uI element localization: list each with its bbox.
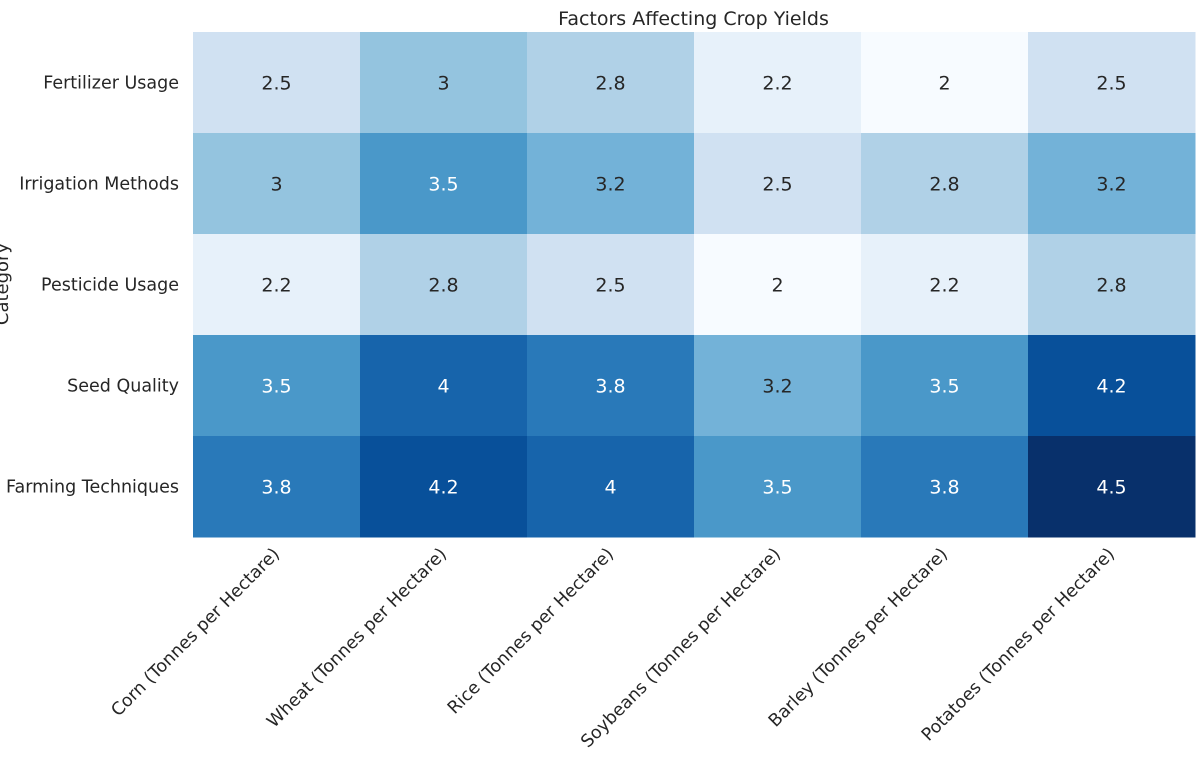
heatmap-cell — [193, 436, 361, 538]
cell-value-label: 2.8 — [1096, 275, 1126, 297]
heatmap-cell — [193, 335, 361, 437]
heatmap-cell — [1028, 133, 1196, 235]
cell-value-label: 2.2 — [762, 73, 792, 95]
cell-value-label: 3.2 — [595, 174, 625, 196]
heatmap-cell — [193, 234, 361, 336]
heatmap-cell — [360, 133, 528, 235]
heatmap-cell — [193, 32, 361, 134]
heatmap-cell — [527, 234, 695, 336]
heatmap-cell — [527, 133, 695, 235]
heatmap-cell — [1028, 32, 1196, 134]
cell-value-label: 3.5 — [929, 376, 959, 398]
heatmap-cell — [193, 133, 361, 235]
cell-value-label: 4.5 — [1096, 477, 1126, 499]
y-tick-labels: Fertilizer Usage Irrigation Methods Pestic… — [6, 74, 179, 498]
heatmap-cell — [861, 436, 1029, 538]
heatmap-cell — [694, 234, 862, 336]
cell-value-label: 2 — [771, 275, 783, 297]
cell-value-label: 3.5 — [261, 376, 291, 398]
y-tick-label: Pesticide Usage — [41, 276, 179, 296]
heatmap-cells — [193, 32, 1196, 538]
cell-value-label: 3.8 — [595, 376, 625, 398]
x-tick-labels: Corn (Tonnes per Hectare)Wheat (Tonnes p… — [108, 544, 1119, 752]
chart-title: Factors Affecting Crop Yields — [558, 8, 829, 30]
cell-value-label: 3.2 — [1096, 174, 1126, 196]
cell-value-label: 3 — [270, 174, 282, 196]
x-tick-label: Rice (Tonnes per Hectare) — [444, 544, 618, 718]
cell-value-label: 2.5 — [1096, 73, 1126, 95]
heatmap-cell — [527, 436, 695, 538]
cell-value-label: 2.8 — [929, 174, 959, 196]
cell-value-label: 3.8 — [929, 477, 959, 499]
heatmap-cell — [360, 335, 528, 437]
heatmap-cell — [861, 335, 1029, 437]
y-tick-label: Fertilizer Usage — [43, 74, 179, 94]
cell-value-label: 2.5 — [762, 174, 792, 196]
heatmap-cell — [861, 32, 1029, 134]
heatmap-cell-labels: 2.5 3 2.8 2.2 2 2.5 3 3.5 3.2 2.5 2.8 3.2 2.2 2.8 2.5 2… — [261, 73, 1126, 499]
cell-value-label: 3 — [437, 73, 449, 95]
heatmap-cell — [861, 234, 1029, 336]
heatmap-cell — [527, 335, 695, 437]
y-tick-label: Farming Techniques — [6, 478, 179, 498]
heatmap-cell — [694, 133, 862, 235]
heatmap-cell — [694, 436, 862, 538]
cell-value-label: 4.2 — [1096, 376, 1126, 398]
cell-value-label: 2.8 — [595, 73, 625, 95]
cell-value-label: 2.2 — [929, 275, 959, 297]
y-tick-label: Irrigation Methods — [19, 175, 179, 195]
x-tick-label: Wheat (Tonnes per Hectare) — [263, 544, 451, 732]
cell-value-label: 4 — [604, 477, 616, 499]
cell-value-label: 3.5 — [428, 174, 458, 196]
cell-value-label: 2.8 — [428, 275, 458, 297]
heatmap-cell — [1028, 335, 1196, 437]
heatmap-cell — [360, 32, 528, 134]
cell-value-label: 3.8 — [261, 477, 291, 499]
x-tick-label: Corn (Tonnes per Hectare) — [108, 544, 284, 720]
x-tick-label: Potatoes (Tonnes per Hectare) — [918, 544, 1119, 745]
y-axis-label: Category — [0, 243, 13, 326]
cell-value-label: 2.5 — [261, 73, 291, 95]
cell-value-label: 3.2 — [762, 376, 792, 398]
cell-value-label: 2.2 — [261, 275, 291, 297]
heatmap-cell — [360, 436, 528, 538]
cell-value-label: 2 — [938, 73, 950, 95]
y-tick-label: Seed Quality — [67, 377, 179, 397]
heatmap-cell — [1028, 234, 1196, 336]
x-tick-label: Barley (Tonnes per Hectare) — [765, 544, 952, 731]
cell-value-label: 4 — [437, 376, 449, 398]
heatmap-cell — [861, 133, 1029, 235]
heatmap-cell — [360, 234, 528, 336]
heatmap-cell — [694, 32, 862, 134]
cell-value-label: 4.2 — [428, 477, 458, 499]
heatmap-cell — [694, 335, 862, 437]
heatmap-cell — [527, 32, 695, 134]
cell-value-label: 2.5 — [595, 275, 625, 297]
heatmap-cell — [1028, 436, 1196, 538]
x-tick-label: Soybeans (Tonnes per Hectare) — [577, 544, 785, 752]
cell-value-label: 3.5 — [762, 477, 792, 499]
